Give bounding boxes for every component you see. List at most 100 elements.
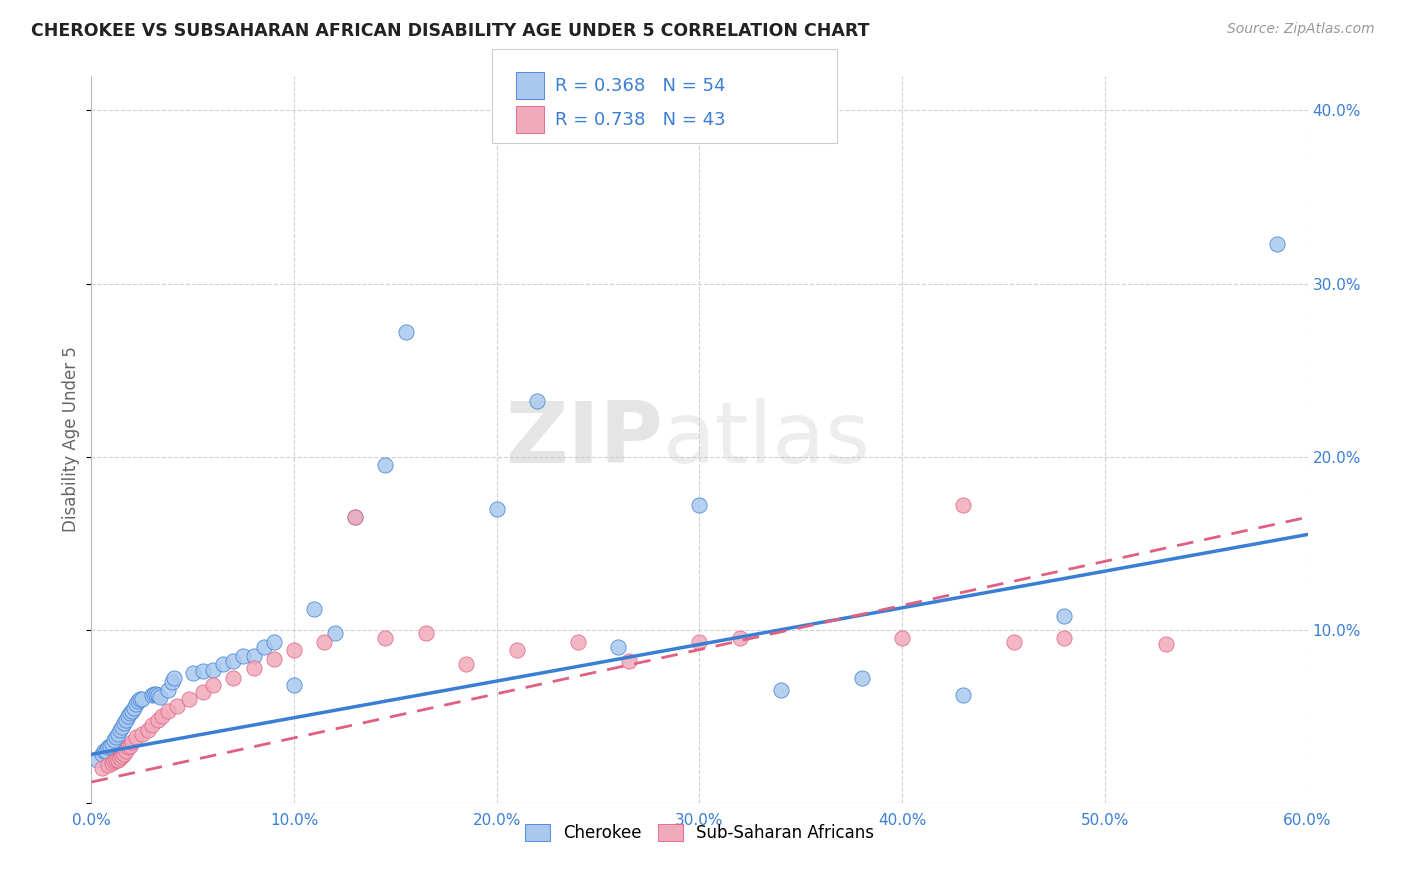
- Point: [157, 683, 180, 698]
- Point: [131, 726, 153, 740]
- Point: [232, 648, 254, 663]
- Point: [125, 730, 148, 744]
- Point: [100, 756, 122, 770]
- Point: [98, 739, 121, 753]
- Legend: Cherokee, Sub-Saharan Africans: Cherokee, Sub-Saharan Africans: [517, 817, 882, 849]
- Point: [148, 689, 170, 703]
- Point: [222, 671, 245, 685]
- Point: [769, 683, 792, 698]
- Point: [111, 749, 134, 764]
- Point: [617, 654, 640, 668]
- Point: [104, 730, 127, 744]
- Point: [222, 654, 245, 668]
- Point: [112, 747, 135, 762]
- Point: [263, 635, 285, 649]
- Point: [485, 501, 508, 516]
- Point: [688, 635, 710, 649]
- Point: [891, 632, 914, 646]
- Point: [191, 685, 214, 699]
- Point: [567, 635, 589, 649]
- Point: [111, 720, 134, 734]
- Point: [149, 690, 172, 705]
- Point: [112, 716, 135, 731]
- Point: [242, 661, 264, 675]
- Point: [104, 752, 127, 766]
- Text: Source: ZipAtlas.com: Source: ZipAtlas.com: [1227, 22, 1375, 37]
- Point: [607, 640, 630, 654]
- Point: [374, 632, 396, 646]
- Text: R = 0.738   N = 43: R = 0.738 N = 43: [555, 111, 725, 128]
- Point: [177, 692, 200, 706]
- Point: [314, 635, 336, 649]
- Point: [253, 640, 276, 654]
- Point: [343, 510, 366, 524]
- Point: [263, 652, 285, 666]
- Point: [1154, 636, 1177, 650]
- Point: [141, 689, 163, 703]
- Point: [688, 498, 710, 512]
- Point: [374, 458, 396, 473]
- Point: [456, 657, 478, 672]
- Point: [100, 737, 122, 751]
- Point: [952, 689, 974, 703]
- Point: [121, 735, 143, 749]
- Point: [1053, 608, 1076, 623]
- Point: [115, 744, 138, 758]
- Point: [117, 709, 139, 723]
- Point: [86, 752, 108, 766]
- Point: [122, 700, 145, 714]
- Point: [343, 510, 366, 524]
- Point: [283, 643, 305, 657]
- Point: [1002, 635, 1025, 649]
- Text: CHEROKEE VS SUBSAHARAN AFRICAN DISABILITY AGE UNDER 5 CORRELATION CHART: CHEROKEE VS SUBSAHARAN AFRICAN DISABILIT…: [31, 22, 869, 40]
- Point: [851, 671, 873, 685]
- Point: [1265, 236, 1288, 251]
- Point: [107, 726, 129, 740]
- Point: [1053, 632, 1076, 646]
- Point: [150, 709, 173, 723]
- Point: [191, 665, 214, 679]
- Point: [141, 718, 163, 732]
- Point: [304, 602, 326, 616]
- Point: [131, 692, 153, 706]
- Point: [118, 739, 141, 753]
- Point: [136, 723, 159, 737]
- Point: [108, 723, 131, 737]
- Point: [115, 713, 138, 727]
- Text: ZIP: ZIP: [505, 398, 664, 481]
- Point: [148, 713, 170, 727]
- Point: [107, 752, 129, 766]
- Point: [94, 744, 117, 758]
- Point: [90, 761, 112, 775]
- Point: [506, 643, 529, 657]
- Y-axis label: Disability Age Under 5: Disability Age Under 5: [62, 346, 80, 533]
- Text: atlas: atlas: [664, 398, 870, 481]
- Text: R = 0.368   N = 54: R = 0.368 N = 54: [555, 77, 725, 95]
- Point: [93, 744, 115, 758]
- Point: [526, 394, 548, 409]
- Point: [162, 674, 184, 689]
- Point: [145, 687, 167, 701]
- Point: [103, 754, 125, 768]
- Point: [242, 648, 264, 663]
- Point: [97, 740, 120, 755]
- Point: [166, 698, 188, 713]
- Point: [118, 706, 141, 720]
- Point: [117, 740, 139, 755]
- Point: [323, 626, 346, 640]
- Point: [97, 757, 120, 772]
- Point: [90, 747, 112, 762]
- Point: [728, 632, 751, 646]
- Point: [129, 692, 152, 706]
- Point: [394, 325, 416, 339]
- Point: [143, 687, 166, 701]
- Point: [125, 697, 148, 711]
- Point: [103, 733, 125, 747]
- Point: [283, 678, 305, 692]
- Point: [108, 751, 131, 765]
- Point: [202, 678, 225, 692]
- Point: [163, 671, 186, 685]
- Point: [121, 704, 143, 718]
- Point: [127, 694, 149, 708]
- Point: [415, 626, 437, 640]
